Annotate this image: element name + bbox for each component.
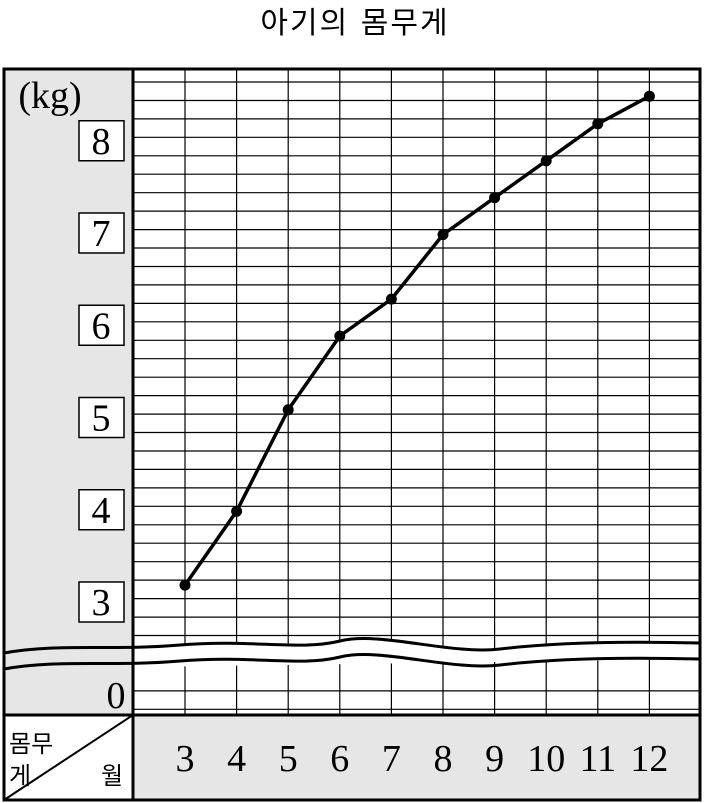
y-tick-box — [78, 489, 125, 531]
data-point — [179, 579, 191, 591]
chart-title: 아기의 몸무게 — [260, 6, 449, 41]
data-point — [489, 192, 501, 204]
x-axis-strip — [133, 715, 700, 800]
x-tick-label: 9 — [485, 738, 504, 780]
y-tick-label: 6 — [92, 305, 111, 347]
x-tick-label: 7 — [382, 738, 401, 780]
x-tick-label: 11 — [580, 738, 617, 780]
header-diagonal — [3, 714, 134, 801]
x-tick-label: 12 — [630, 738, 668, 780]
data-point — [643, 90, 655, 102]
data-point — [592, 118, 604, 130]
data-point — [385, 293, 397, 305]
x-tick-label: 3 — [176, 738, 195, 780]
data-point — [334, 330, 346, 342]
data-point — [282, 404, 294, 416]
y-tick-box — [78, 396, 125, 439]
y-tick-box — [78, 304, 125, 346]
axis-break-line — [3, 637, 701, 655]
y-zero-label: 0 — [107, 675, 126, 717]
y-tick-label: 5 — [92, 398, 111, 440]
y-header-part-1: 몸무 — [9, 730, 53, 758]
y-tick-box — [78, 120, 125, 162]
unit-label: (kg) — [18, 75, 81, 117]
y-tick-box — [78, 581, 125, 623]
x-tick-label: 4 — [227, 738, 246, 780]
data-point — [231, 505, 243, 517]
y-tick-box — [78, 212, 125, 254]
y-tick-label: 7 — [92, 213, 111, 255]
y-tick-labels: 3 4 5 6 7 8 — [78, 120, 125, 624]
x-tick-label: 8 — [434, 738, 453, 780]
x-tick-label: 6 — [330, 738, 349, 780]
series-line — [183, 94, 651, 587]
series-weight — [179, 90, 655, 591]
x-tick-label: 5 — [279, 738, 298, 780]
data-point — [540, 155, 552, 167]
x-tick-label: 10 — [527, 738, 565, 780]
x-header: 월 — [101, 762, 123, 790]
y-tick-label: 4 — [92, 490, 111, 532]
axis-break-line — [3, 653, 701, 671]
x-tick-labels: 3 4 5 6 7 8 9 10 11 12 — [176, 738, 669, 780]
chart-frame — [2, 67, 702, 802]
grid — [133, 69, 700, 715]
y-tick-label: 3 — [92, 582, 111, 624]
y-header-part-2: 게 — [9, 762, 31, 790]
y-tick-label: 8 — [92, 121, 111, 163]
data-point — [437, 229, 449, 241]
